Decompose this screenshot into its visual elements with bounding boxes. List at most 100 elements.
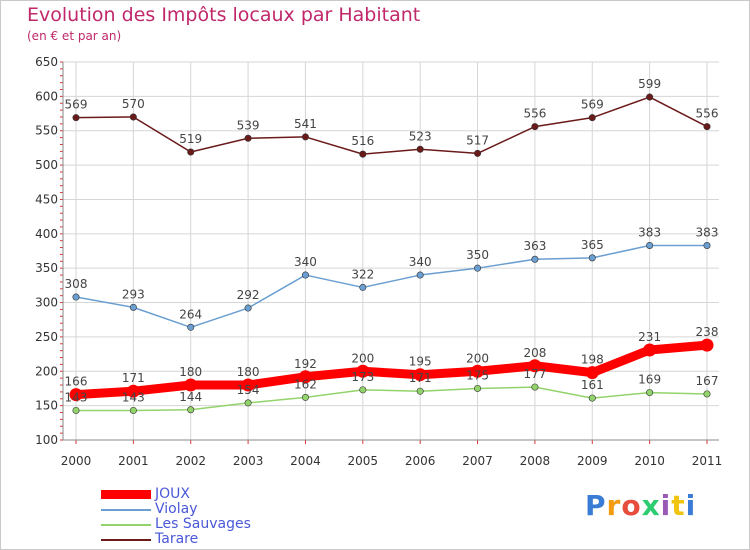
data-label: 340 — [409, 255, 432, 269]
data-point — [72, 114, 80, 122]
data-label: 556 — [523, 107, 546, 121]
data-point — [700, 338, 714, 352]
data-point — [298, 370, 312, 384]
logo-letter: P — [585, 489, 607, 522]
proxiti-logo: Proxiti — [585, 489, 696, 522]
data-label: 519 — [179, 132, 202, 146]
data-label: 238 — [696, 325, 719, 339]
y-tick-label: 650 — [35, 55, 58, 69]
data-label: 322 — [351, 267, 374, 281]
y-tick-label: 500 — [35, 158, 58, 172]
data-label: 363 — [523, 239, 546, 253]
data-label: 192 — [294, 357, 317, 371]
data-point — [531, 123, 539, 131]
data-point — [129, 406, 137, 414]
data-label: 200 — [466, 351, 489, 365]
data-label: 556 — [696, 107, 719, 121]
data-point — [588, 114, 596, 122]
data-point — [646, 93, 654, 101]
data-label: 180 — [237, 365, 260, 379]
data-label: 200 — [351, 351, 374, 365]
data-label: 161 — [581, 378, 604, 392]
data-point — [301, 133, 309, 141]
data-point — [72, 406, 80, 414]
data-label: 180 — [179, 365, 202, 379]
y-tick-label: 600 — [35, 89, 58, 103]
data-point — [301, 393, 309, 401]
data-label: 539 — [237, 118, 260, 132]
data-point — [184, 378, 198, 392]
data-point — [301, 271, 309, 279]
logo-letter: i — [685, 489, 697, 522]
data-label: 365 — [581, 238, 604, 252]
data-point — [359, 283, 367, 291]
data-point — [413, 368, 427, 382]
data-point — [703, 242, 711, 250]
data-label: 143 — [122, 390, 145, 404]
x-tick-label: 2009 — [577, 454, 608, 468]
x-tick-label: 2002 — [175, 454, 206, 468]
y-tick-label: 200 — [35, 364, 58, 378]
x-tick-label: 2004 — [290, 454, 321, 468]
data-label: 292 — [237, 288, 260, 302]
data-point — [359, 386, 367, 394]
logo-letter: o — [621, 489, 642, 522]
legend-swatch-les-sauvages — [101, 524, 151, 526]
legend-label-violay: Violay — [155, 501, 198, 517]
data-label: 173 — [351, 370, 374, 384]
data-label: 143 — [65, 390, 88, 404]
data-label: 516 — [351, 134, 374, 148]
data-point — [187, 148, 195, 156]
data-point — [129, 113, 137, 121]
data-point — [356, 364, 370, 378]
y-tick-label: 350 — [35, 261, 58, 275]
data-point — [187, 323, 195, 331]
data-point — [646, 242, 654, 250]
data-point — [416, 387, 424, 395]
data-point — [359, 150, 367, 158]
legend-item-les-sauvages: Les Sauvages — [101, 516, 401, 533]
y-axis-ticks: 100 150 200 250 300 350 400 450 500 550 600 650 — [35, 55, 58, 447]
legend-swatch-tarare — [101, 539, 151, 541]
data-label: 541 — [294, 117, 317, 131]
data-point — [528, 359, 542, 373]
series-line-tarare — [75, 96, 708, 155]
data-point — [72, 293, 80, 301]
data-label: 570 — [122, 97, 145, 111]
data-point — [474, 384, 482, 392]
x-tick-label: 2003 — [233, 454, 264, 468]
series-line-joux — [71, 340, 712, 400]
y-tick-label: 550 — [35, 124, 58, 138]
data-point — [588, 254, 596, 262]
data-label: 569 — [581, 98, 604, 112]
data-point — [69, 388, 83, 402]
data-point — [588, 394, 596, 402]
data-label: 154 — [237, 383, 260, 397]
y-tick-label: 150 — [35, 399, 58, 413]
data-point — [129, 303, 137, 311]
data-label: 144 — [179, 390, 202, 404]
data-point — [244, 304, 252, 312]
data-label: 198 — [581, 353, 604, 367]
data-labels: 569 570 519 539 541 516 523 517 556 569 599 556 308 2… — [65, 77, 719, 404]
x-tick-label: 2008 — [520, 454, 551, 468]
logo-letter: r — [606, 489, 622, 522]
data-point — [531, 383, 539, 391]
x-tick-label: 2000 — [61, 454, 92, 468]
data-label: 569 — [65, 98, 88, 112]
data-label: 599 — [638, 77, 661, 91]
data-label: 162 — [294, 377, 317, 391]
data-label: 171 — [122, 371, 145, 385]
legend-swatch-joux — [101, 490, 151, 499]
data-label: 383 — [638, 226, 661, 240]
data-point — [416, 271, 424, 279]
legend-label-les-sauvages: Les Sauvages — [155, 516, 251, 532]
data-point — [531, 255, 539, 263]
y-tick-label: 300 — [35, 296, 58, 310]
data-label: 231 — [638, 330, 661, 344]
data-label: 264 — [179, 307, 202, 321]
data-label: 350 — [466, 248, 489, 262]
axes — [60, 61, 719, 444]
y-tick-label: 100 — [35, 433, 58, 447]
